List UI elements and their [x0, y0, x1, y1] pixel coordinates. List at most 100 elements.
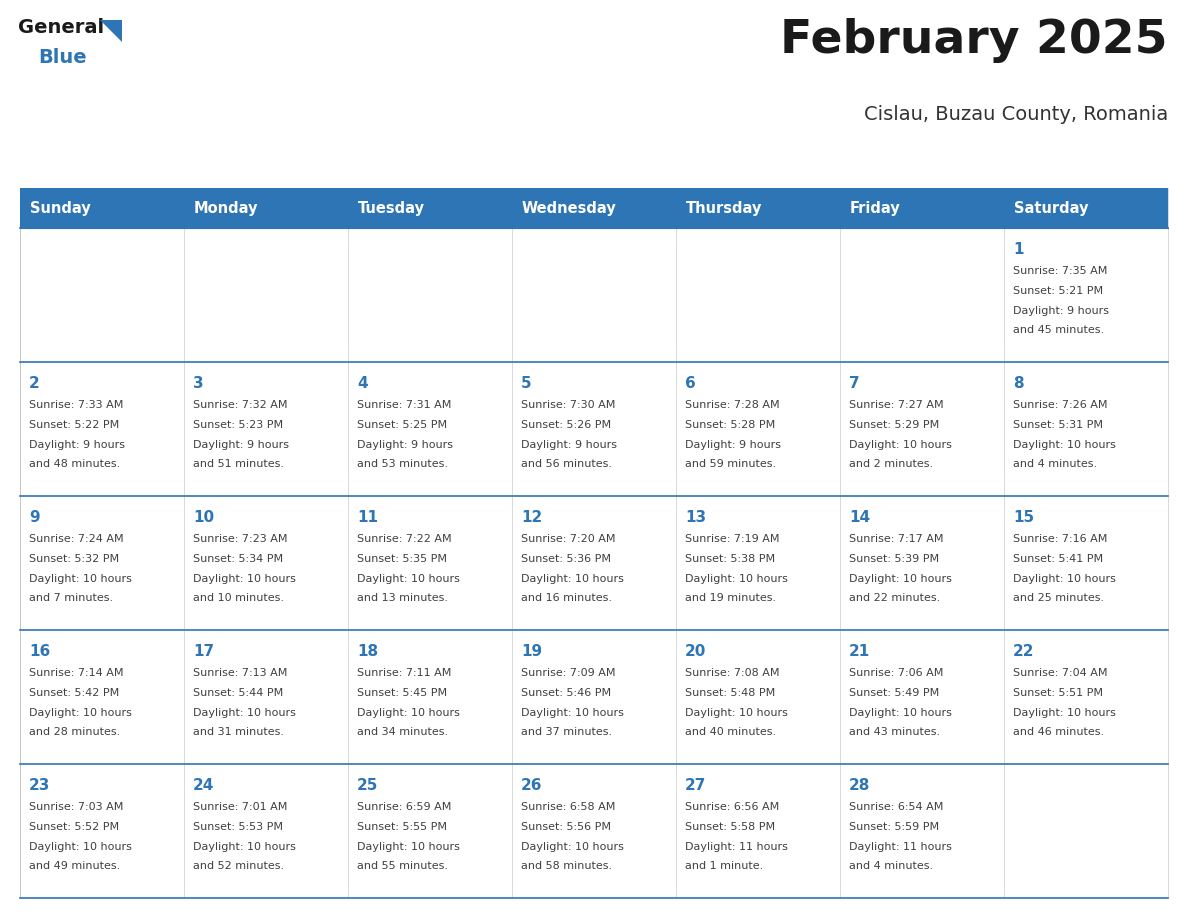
Text: and 45 minutes.: and 45 minutes. — [1013, 325, 1104, 335]
Text: 12: 12 — [522, 510, 542, 525]
Text: Sunset: 5:36 PM: Sunset: 5:36 PM — [522, 554, 611, 564]
Text: 25: 25 — [358, 778, 378, 793]
Text: Sunrise: 7:32 AM: Sunrise: 7:32 AM — [192, 400, 287, 410]
Text: Sunset: 5:28 PM: Sunset: 5:28 PM — [685, 420, 776, 430]
Text: and 52 minutes.: and 52 minutes. — [192, 861, 284, 871]
Text: 20: 20 — [685, 644, 707, 659]
Text: Daylight: 10 hours: Daylight: 10 hours — [849, 708, 952, 718]
Bar — [184, 630, 348, 764]
Text: 4: 4 — [358, 376, 367, 391]
Bar — [840, 362, 1004, 496]
Bar — [1004, 630, 1168, 764]
Bar — [20, 496, 184, 630]
Text: Sunset: 5:21 PM: Sunset: 5:21 PM — [1013, 286, 1104, 296]
Text: Sunrise: 7:20 AM: Sunrise: 7:20 AM — [522, 534, 615, 544]
Text: Daylight: 11 hours: Daylight: 11 hours — [849, 842, 952, 852]
Text: 23: 23 — [29, 778, 50, 793]
Text: Sunrise: 7:17 AM: Sunrise: 7:17 AM — [849, 534, 943, 544]
Text: and 46 minutes.: and 46 minutes. — [1013, 727, 1104, 737]
Text: Daylight: 9 hours: Daylight: 9 hours — [522, 440, 617, 450]
Text: and 34 minutes.: and 34 minutes. — [358, 727, 448, 737]
Bar — [20, 764, 184, 898]
Text: Sunrise: 6:54 AM: Sunrise: 6:54 AM — [849, 802, 943, 812]
Text: Saturday: Saturday — [1015, 200, 1088, 216]
Text: and 58 minutes.: and 58 minutes. — [522, 861, 612, 871]
Bar — [348, 362, 512, 496]
Text: 10: 10 — [192, 510, 214, 525]
Text: 15: 15 — [1013, 510, 1034, 525]
Bar — [676, 496, 840, 630]
Text: 22: 22 — [1013, 644, 1035, 659]
Text: February 2025: February 2025 — [781, 18, 1168, 63]
Text: Sunrise: 7:28 AM: Sunrise: 7:28 AM — [685, 400, 779, 410]
Text: Daylight: 11 hours: Daylight: 11 hours — [685, 842, 788, 852]
Text: 3: 3 — [192, 376, 203, 391]
Text: Sunrise: 7:33 AM: Sunrise: 7:33 AM — [29, 400, 124, 410]
Text: Daylight: 9 hours: Daylight: 9 hours — [358, 440, 453, 450]
Text: 8: 8 — [1013, 376, 1024, 391]
Text: Sunset: 5:52 PM: Sunset: 5:52 PM — [29, 822, 119, 832]
Text: 26: 26 — [522, 778, 543, 793]
Text: 1: 1 — [1013, 242, 1024, 257]
Text: Sunset: 5:25 PM: Sunset: 5:25 PM — [358, 420, 447, 430]
Text: Daylight: 10 hours: Daylight: 10 hours — [522, 574, 624, 584]
Text: Sunrise: 7:30 AM: Sunrise: 7:30 AM — [522, 400, 615, 410]
Text: Sunset: 5:35 PM: Sunset: 5:35 PM — [358, 554, 447, 564]
Text: Daylight: 10 hours: Daylight: 10 hours — [685, 708, 788, 718]
Bar — [512, 496, 676, 630]
Text: Sunset: 5:58 PM: Sunset: 5:58 PM — [685, 822, 775, 832]
Bar — [676, 764, 840, 898]
Text: Sunrise: 7:19 AM: Sunrise: 7:19 AM — [685, 534, 779, 544]
Text: Daylight: 10 hours: Daylight: 10 hours — [685, 574, 788, 584]
Text: Sunrise: 7:22 AM: Sunrise: 7:22 AM — [358, 534, 451, 544]
Text: 6: 6 — [685, 376, 696, 391]
Text: 24: 24 — [192, 778, 214, 793]
Text: Daylight: 10 hours: Daylight: 10 hours — [358, 708, 460, 718]
Text: and 13 minutes.: and 13 minutes. — [358, 593, 448, 603]
Text: Sunrise: 7:04 AM: Sunrise: 7:04 AM — [1013, 668, 1107, 678]
Text: Monday: Monday — [194, 200, 259, 216]
Text: and 49 minutes.: and 49 minutes. — [29, 861, 120, 871]
Text: Sunrise: 7:09 AM: Sunrise: 7:09 AM — [522, 668, 615, 678]
Text: and 10 minutes.: and 10 minutes. — [192, 593, 284, 603]
Text: Sunset: 5:26 PM: Sunset: 5:26 PM — [522, 420, 611, 430]
Text: Sunrise: 7:26 AM: Sunrise: 7:26 AM — [1013, 400, 1107, 410]
Bar — [184, 362, 348, 496]
Text: 2: 2 — [29, 376, 39, 391]
Text: Daylight: 9 hours: Daylight: 9 hours — [29, 440, 125, 450]
Text: Sunrise: 7:14 AM: Sunrise: 7:14 AM — [29, 668, 124, 678]
Text: Sunset: 5:23 PM: Sunset: 5:23 PM — [192, 420, 283, 430]
Text: Sunrise: 7:13 AM: Sunrise: 7:13 AM — [192, 668, 287, 678]
Text: Sunset: 5:44 PM: Sunset: 5:44 PM — [192, 688, 283, 698]
Text: Sunset: 5:59 PM: Sunset: 5:59 PM — [849, 822, 940, 832]
Bar — [840, 496, 1004, 630]
Text: Sunrise: 6:56 AM: Sunrise: 6:56 AM — [685, 802, 779, 812]
Text: and 56 minutes.: and 56 minutes. — [522, 459, 612, 469]
Text: Daylight: 10 hours: Daylight: 10 hours — [29, 842, 132, 852]
Text: Daylight: 10 hours: Daylight: 10 hours — [1013, 708, 1116, 718]
Bar — [184, 496, 348, 630]
Text: Sunrise: 7:24 AM: Sunrise: 7:24 AM — [29, 534, 124, 544]
Polygon shape — [100, 20, 122, 42]
Text: and 53 minutes.: and 53 minutes. — [358, 459, 448, 469]
Text: Sunset: 5:32 PM: Sunset: 5:32 PM — [29, 554, 119, 564]
Text: and 59 minutes.: and 59 minutes. — [685, 459, 776, 469]
Text: Sunrise: 7:27 AM: Sunrise: 7:27 AM — [849, 400, 943, 410]
Bar — [20, 630, 184, 764]
Text: Sunset: 5:29 PM: Sunset: 5:29 PM — [849, 420, 940, 430]
Text: and 2 minutes.: and 2 minutes. — [849, 459, 933, 469]
Bar — [184, 228, 348, 362]
Text: Sunrise: 7:23 AM: Sunrise: 7:23 AM — [192, 534, 287, 544]
Text: Sunrise: 7:06 AM: Sunrise: 7:06 AM — [849, 668, 943, 678]
Bar — [348, 764, 512, 898]
Text: Sunset: 5:49 PM: Sunset: 5:49 PM — [849, 688, 940, 698]
Text: Sunrise: 7:31 AM: Sunrise: 7:31 AM — [358, 400, 451, 410]
Text: 11: 11 — [358, 510, 378, 525]
Bar — [676, 362, 840, 496]
Text: 14: 14 — [849, 510, 870, 525]
Text: Sunrise: 7:08 AM: Sunrise: 7:08 AM — [685, 668, 779, 678]
Text: 18: 18 — [358, 644, 378, 659]
Text: and 4 minutes.: and 4 minutes. — [849, 861, 933, 871]
Text: Daylight: 10 hours: Daylight: 10 hours — [192, 842, 296, 852]
Text: 21: 21 — [849, 644, 871, 659]
